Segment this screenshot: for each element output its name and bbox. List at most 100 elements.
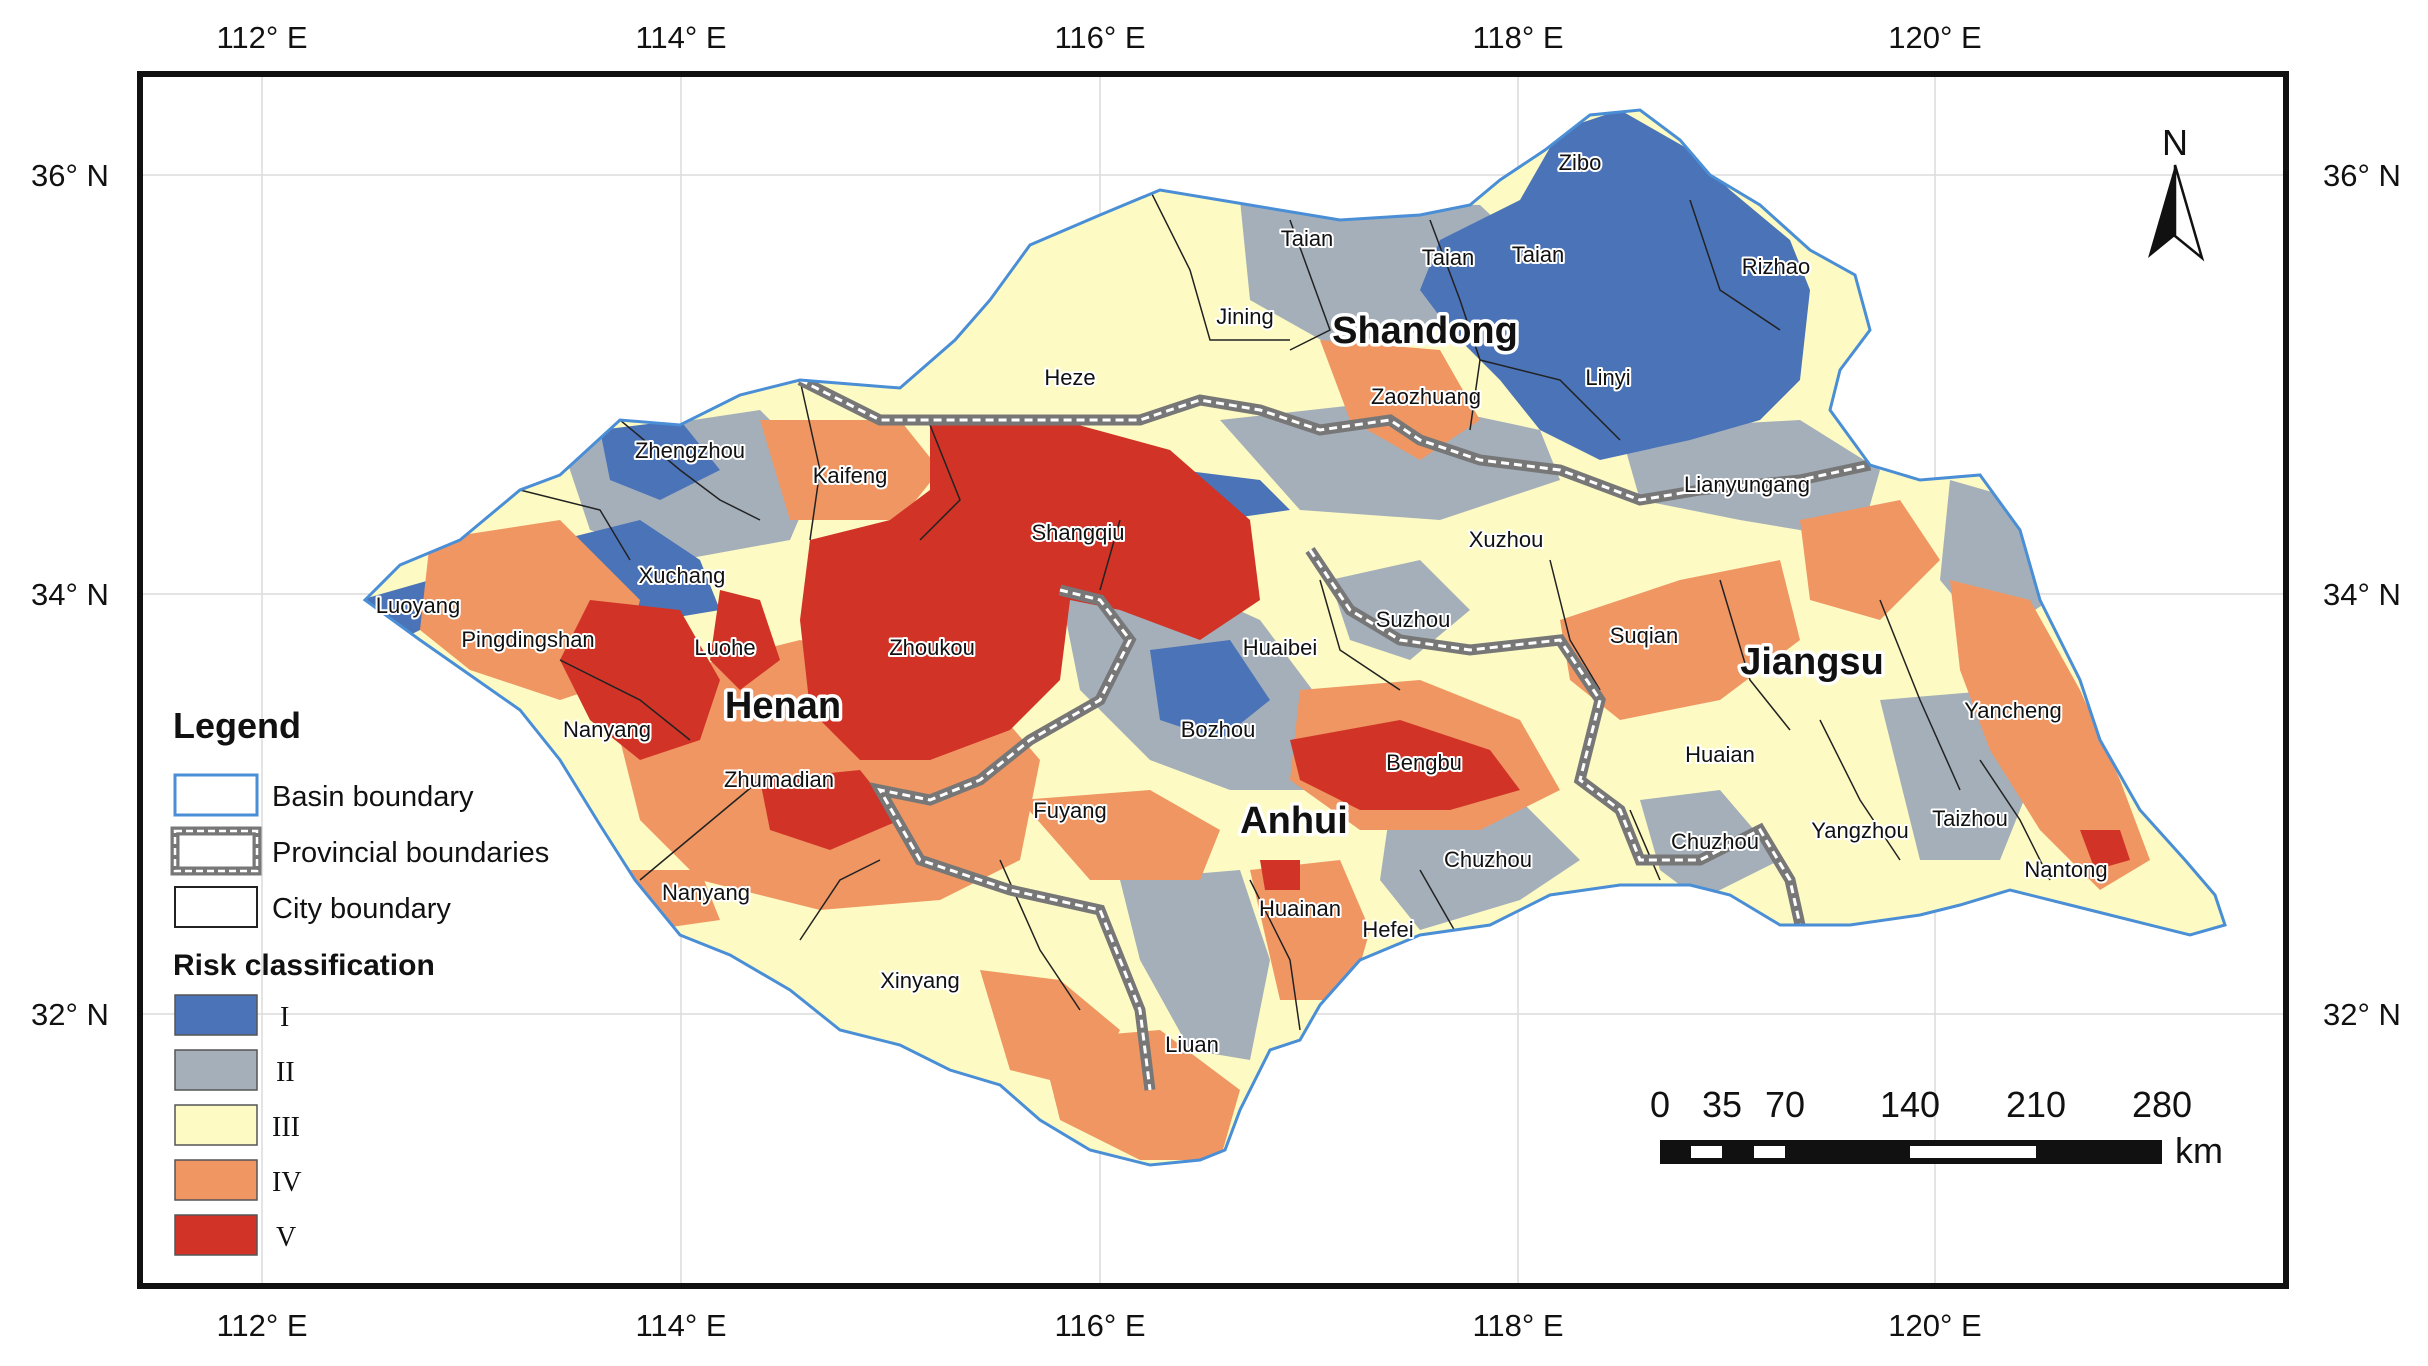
city-label: Fuyang	[1033, 798, 1106, 823]
legend-basin-swatch	[173, 773, 259, 817]
map-frame	[137, 71, 2289, 1289]
scale-tick-label: 140	[1880, 1084, 1940, 1125]
lon-label: 114° E	[635, 1308, 726, 1343]
city-label: Taian	[1281, 226, 1334, 251]
legend-risk-swatch-iv	[174, 1159, 258, 1201]
city-label: Luohe	[694, 635, 755, 660]
lon-label: 120° E	[1888, 1308, 1981, 1343]
scale-bar: 0 35 70 140 210 280 km	[1650, 1084, 2223, 1171]
provincial-boundaries	[797, 375, 1872, 1091]
legend-risk-label: IV	[272, 1167, 302, 1198]
scale-bar-seg	[1754, 1146, 1785, 1158]
legend-risk-swatch-iii	[174, 1104, 258, 1146]
city-label: Chuzhou	[1444, 847, 1532, 872]
lat-label: 36° N	[2323, 158, 2401, 193]
legend-risk-swatch-ii	[174, 1049, 258, 1091]
scale-bar-seg	[1910, 1146, 2036, 1158]
city-label: Liuan	[1165, 1032, 1219, 1057]
lon-label: 116° E	[1054, 20, 1145, 55]
city-label: Rizhao	[1742, 254, 1810, 279]
province-label-henan: Henan	[725, 685, 841, 727]
legend-risk-label: II	[276, 1057, 295, 1088]
legend-city-swatch	[174, 886, 258, 928]
legend-risk-label: V	[276, 1222, 296, 1253]
city-label: Zhumadian	[724, 767, 834, 792]
city-label: Nanyang	[662, 880, 750, 905]
latitude-labels-right: 36° N 34° N 32° N	[2323, 158, 2401, 1032]
city-label: Hefei	[1362, 917, 1413, 942]
north-arrow-right-half	[2173, 164, 2205, 262]
legend-risk-swatch-i	[174, 994, 258, 1036]
lon-label: 112° E	[216, 1308, 307, 1343]
city-label: Zibo	[1559, 150, 1602, 175]
scale-tick-label: 35	[1702, 1084, 1742, 1125]
lat-label: 34° N	[2323, 577, 2401, 612]
lon-label: 116° E	[1054, 1308, 1145, 1343]
city-label: Zhoukou	[889, 635, 975, 660]
legend-basin-label: Basin boundary	[272, 781, 474, 813]
scale-tick-label: 0	[1650, 1084, 1670, 1125]
city-label: Linyi	[1585, 365, 1630, 390]
lat-label: 34° N	[31, 577, 109, 612]
province-label-shandong: Shandong	[1332, 310, 1518, 352]
lat-label: 32° N	[2323, 997, 2401, 1032]
city-label: Lianyungang	[1684, 472, 1810, 497]
city-label: Bozhou	[1181, 717, 1256, 742]
lat-label: 36° N	[31, 158, 109, 193]
city-label: Jining	[1216, 304, 1273, 329]
scale-unit: km	[2175, 1130, 2223, 1171]
legend-risk-swatch-v	[174, 1214, 258, 1256]
city-label: Huainan	[1259, 896, 1341, 921]
city-label: Xuzhou	[1469, 527, 1544, 552]
city-label: Luoyang	[376, 593, 460, 618]
lon-label: 118° E	[1472, 1308, 1563, 1343]
legend-province-label: Provincial boundaries	[272, 837, 549, 869]
north-arrow: N	[2148, 122, 2205, 262]
city-label: Zaozhuang	[1371, 384, 1481, 409]
lon-label: 120° E	[1888, 20, 1981, 55]
city-boundaries	[519, 189, 2051, 1031]
city-label: Nantong	[2024, 857, 2107, 882]
legend-province-swatch	[170, 826, 262, 876]
lon-label: 118° E	[1472, 20, 1563, 55]
lon-label: 112° E	[216, 20, 307, 55]
lat-label: 32° N	[31, 997, 109, 1032]
city-label: Huaian	[1685, 742, 1755, 767]
province-labels: Shandong Henan Anhui Jiangsu	[721, 307, 1887, 846]
scale-tick-label: 70	[1765, 1084, 1805, 1125]
city-label: Bengbu	[1386, 750, 1462, 775]
scale-tick-label: 210	[2006, 1084, 2066, 1125]
city-label: Taizhou	[1932, 806, 2008, 831]
longitude-labels-bottom: 112° E 114° E 116° E 118° E 120° E	[216, 1308, 1981, 1343]
province-label-jiangsu: Jiangsu	[1740, 641, 1884, 683]
legend-title: Legend	[173, 705, 301, 746]
city-label: Chuzhou	[1671, 829, 1759, 854]
province-label-anhui: Anhui	[1240, 800, 1348, 842]
city-label: Xuchang	[639, 563, 726, 588]
city-label: Taian	[1422, 245, 1475, 270]
latitude-labels-left: 36° N 34° N 32° N	[31, 158, 109, 1032]
city-label: Kaifeng	[813, 463, 888, 488]
north-arrow-left-half	[2148, 165, 2175, 258]
longitude-labels-top: 112° E 114° E 116° E 118° E 120° E	[216, 20, 1981, 55]
city-label: Nanyang	[563, 717, 651, 742]
legend-risk-title: Risk classification	[173, 949, 435, 982]
legend-city-label: City boundary	[272, 893, 451, 925]
scale-tick-label: 280	[2132, 1084, 2192, 1125]
city-label: Huaibei	[1243, 635, 1318, 660]
legend-province-swatch-dash	[173, 829, 259, 873]
city-label: Taian	[1512, 242, 1565, 267]
scale-bar-seg	[1691, 1146, 1722, 1158]
city-label: Yangzhou	[1811, 818, 1908, 843]
city-labels: Zibo Taian Taian Taian Rizhao Jining Hez…	[374, 148, 2110, 1059]
north-label: N	[2162, 122, 2188, 163]
city-label: Shangqiu	[1032, 520, 1125, 545]
city-label: Yancheng	[1964, 698, 2061, 723]
city-label: Suzhou	[1376, 607, 1451, 632]
city-label: Xinyang	[880, 968, 960, 993]
city-label: Pingdingshan	[461, 627, 594, 652]
legend: Legend Basin boundary Provincial boundar…	[170, 705, 549, 1256]
legend-risk-label: III	[272, 1112, 300, 1143]
legend-risk-label: I	[280, 1002, 289, 1033]
